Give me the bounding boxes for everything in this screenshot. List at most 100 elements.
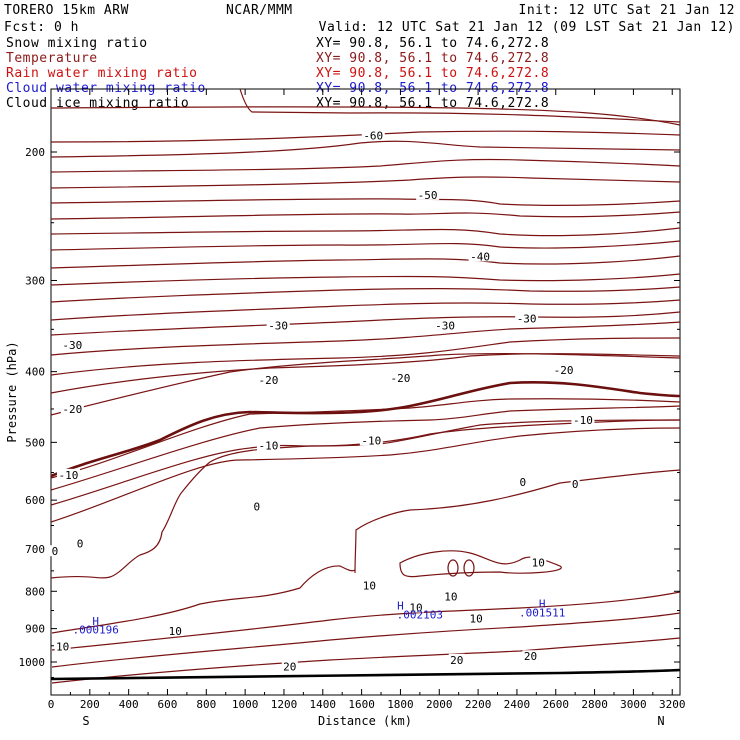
contour-line — [463, 559, 475, 577]
plot-frame — [50, 88, 681, 696]
contour-label-bg — [361, 579, 378, 591]
contour-label-bg — [256, 374, 280, 386]
y-tick-label: 900 — [25, 623, 45, 636]
ground-surface — [50, 668, 681, 681]
contour-line — [51, 565, 356, 634]
contour-line — [50, 240, 681, 251]
contour-label: 10 — [444, 590, 457, 603]
contour-label: 10 — [532, 556, 545, 569]
contour-label-bg — [518, 476, 528, 488]
axes: 0 200 400 600 800 1000 1200 1400 1600 1800 2000 220… — [19, 89, 686, 711]
center-title: NCAR/MMM — [226, 3, 293, 18]
contour-label-bg — [433, 319, 457, 331]
extremum-annotation: H — [397, 599, 404, 612]
y-tick-label: 700 — [25, 543, 45, 556]
field-xy-cloud-ice: XY= 90.8, 56.1 to 74.6,272.8 — [316, 96, 549, 111]
contour-label: -20 — [391, 372, 411, 385]
zero-isotherm — [50, 380, 681, 478]
x-tick-label: 200 — [80, 698, 100, 711]
contour-label: -20 — [554, 364, 574, 377]
contour-label: 10 — [409, 602, 422, 615]
contour-line — [239, 88, 681, 123]
contour-label-bg — [522, 650, 539, 662]
contour-label-bg — [361, 129, 385, 141]
field-xy-snow: XY= 90.8, 56.1 to 74.6,272.8 — [316, 36, 549, 51]
field-xy-temperature: XY= 90.8, 56.1 to 74.6,272.8 — [316, 51, 549, 66]
contour-label-bg — [570, 477, 580, 489]
contour-label: -30 — [517, 312, 537, 325]
field-name-snow: Snow mixing ratio — [6, 36, 148, 51]
contour-line — [50, 286, 681, 303]
contour-labels: -60 -50 -40 -30 -30 -30 -30 -20 -20 -20 -20 -10 -10 -… — [50, 129, 595, 674]
y-tick-label: 200 — [25, 146, 45, 159]
extremum-annotation: .002103 — [397, 609, 443, 622]
contour-label-bg — [515, 312, 539, 324]
contour-label: -50 — [418, 189, 438, 202]
y-tick-label: 500 — [25, 436, 45, 449]
contour-label: -60 — [363, 130, 383, 143]
y-axis-label: Pressure (hPa) — [5, 341, 19, 442]
contour-label: 0 — [77, 537, 84, 550]
contour-line — [50, 211, 681, 220]
contour-label: 10 — [169, 625, 182, 638]
contour-line — [50, 321, 681, 356]
y-tick-label: 1000 — [19, 656, 46, 669]
contour-label-bg — [359, 434, 383, 446]
contour-label-bg — [416, 188, 440, 200]
contour-label-bg — [54, 640, 71, 652]
contour-line — [50, 427, 681, 523]
x-tick-label: 1200 — [271, 698, 298, 711]
contour-label-bg — [167, 625, 184, 637]
x-tick-label: 2000 — [426, 698, 453, 711]
x-tick-label: 800 — [196, 698, 216, 711]
contour-label-bg — [60, 402, 84, 414]
contour-label: -10 — [573, 414, 593, 427]
contour-label-bg — [50, 545, 60, 557]
contour-label-bg — [468, 250, 492, 262]
field-name-rain: Rain water mixing ratio — [6, 66, 198, 81]
contour-label-bg — [530, 556, 547, 568]
contour-label-bg — [56, 468, 80, 480]
contour-line — [50, 352, 681, 416]
contour-label: -10 — [258, 440, 278, 453]
x-tick-label: 2400 — [504, 698, 531, 711]
x-tick-label: 3000 — [620, 698, 647, 711]
contour-label: -30 — [62, 339, 82, 352]
contour-label: -10 — [361, 434, 381, 447]
contour-line — [354, 469, 681, 574]
y-tick-label: 300 — [25, 274, 45, 287]
contour-label: -30 — [268, 320, 288, 333]
contour-label-bg — [75, 537, 85, 549]
contour-label-bg — [407, 601, 424, 613]
contour-label: -10 — [59, 469, 79, 482]
extremum-annotation: .001511 — [519, 606, 565, 619]
y-tick-label: 600 — [25, 494, 45, 507]
contour-label-bg — [266, 319, 290, 331]
contour-line — [50, 106, 681, 126]
contour-label: 0 — [572, 478, 579, 491]
x-axis-start-label: S — [82, 714, 89, 728]
contour-label: 20 — [450, 654, 463, 667]
contour-line — [50, 130, 681, 143]
field-xy-rain: XY= 90.8, 56.1 to 74.6,272.8 — [316, 66, 549, 81]
temperature-contours — [50, 88, 681, 684]
contour-line — [447, 559, 459, 577]
contour-label-bg — [388, 371, 412, 383]
y-tick-label: 800 — [25, 585, 45, 598]
contour-label: 0 — [52, 545, 59, 558]
contour-label: -40 — [470, 250, 490, 263]
x-tick-label: 1800 — [387, 698, 414, 711]
contour-line — [50, 337, 681, 376]
x-tick-label: 600 — [158, 698, 178, 711]
x-axis-end-label: N — [657, 714, 664, 728]
contour-line — [50, 227, 681, 237]
contour-line — [50, 299, 681, 321]
contour-label: -20 — [62, 403, 82, 416]
contour-line — [50, 273, 681, 286]
contour-line — [50, 140, 681, 158]
x-tick-label: 3200 — [659, 698, 686, 711]
contour-line — [51, 637, 681, 684]
contour-label: 0 — [253, 500, 260, 513]
